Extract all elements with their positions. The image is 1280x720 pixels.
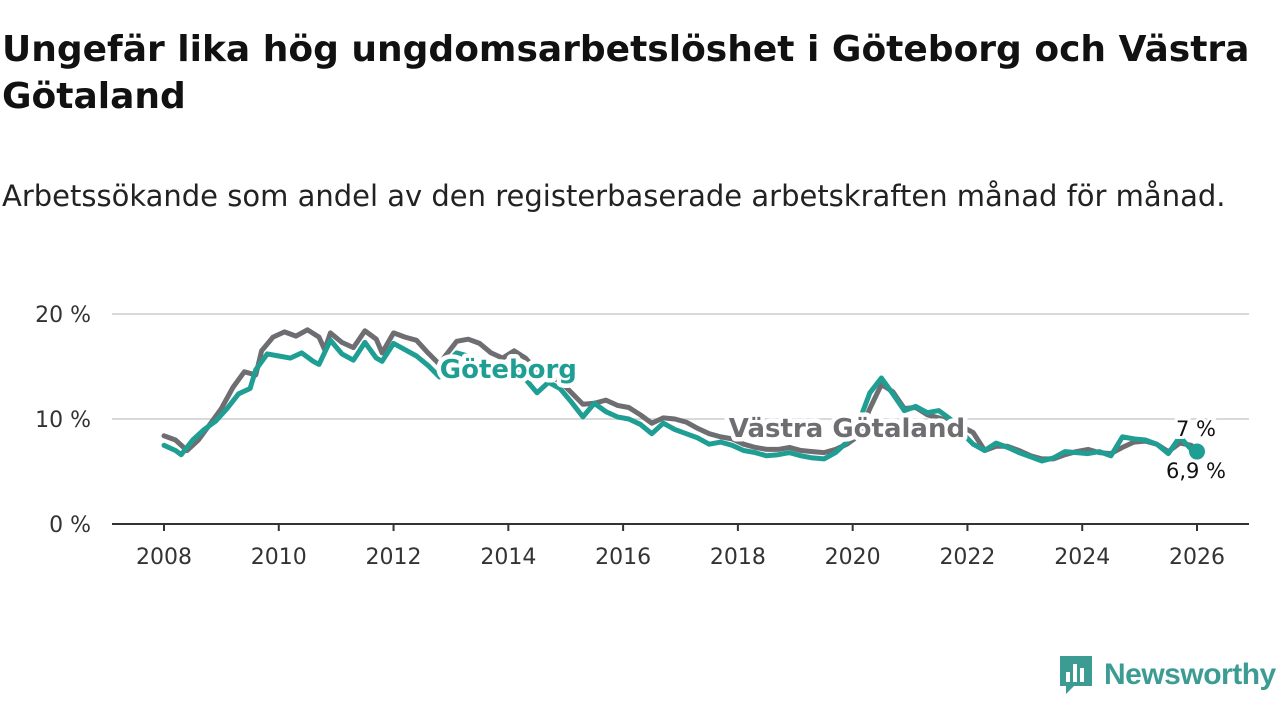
- series-label: Göteborg: [440, 355, 577, 385]
- x-tick-label: 2010: [251, 545, 307, 570]
- series-lines: [161, 327, 1205, 464]
- x-tick-label: 2012: [366, 545, 422, 570]
- series-label: Västra Götaland: [729, 414, 965, 444]
- x-tick-label: 2018: [710, 545, 766, 570]
- series-line-v-stra-g-taland: [161, 327, 1200, 462]
- end-value-label: 7 %: [1176, 417, 1216, 441]
- y-tick-label: 10 %: [35, 408, 91, 433]
- x-tick-label: 2014: [480, 545, 536, 570]
- line-chart: 0 % 10 % 20 % 2008 2010 2012 2014 2016 2018 2020…: [35, 303, 1249, 570]
- x-tick-label: 2026: [1169, 545, 1225, 570]
- x-tick-label: 2024: [1054, 545, 1110, 570]
- endpoint-marker: [1189, 443, 1205, 460]
- y-tick-label: 0 %: [49, 513, 91, 538]
- chart-title: Ungefär lika hög ungdomsarbetslöshet i G…: [2, 29, 1250, 117]
- x-tick-label: 2008: [136, 545, 192, 570]
- x-tick-label: 2016: [595, 545, 651, 570]
- newsworthy-logo[interactable]: Newsworthy: [1058, 654, 1276, 696]
- x-tick-label: 2020: [825, 545, 881, 570]
- y-tick-label: 20 %: [35, 303, 91, 328]
- chart-subtitle: Arbetssökande som andel av den registerb…: [2, 179, 1226, 213]
- x-tick-label: 2022: [939, 545, 995, 570]
- end-value-label: 6,9 %: [1166, 459, 1226, 483]
- chart-bubble-icon: [1060, 656, 1092, 694]
- series-line-g-teborg: [161, 337, 1200, 464]
- series-labels: Västra Götaland Göteborg 7 % 6,9 %: [435, 351, 1229, 486]
- x-axis: 2008 2010 2012 2014 2016 2018 2020 2022 2024 2026: [112, 523, 1249, 570]
- brand-name: Newsworthy: [1104, 658, 1276, 691]
